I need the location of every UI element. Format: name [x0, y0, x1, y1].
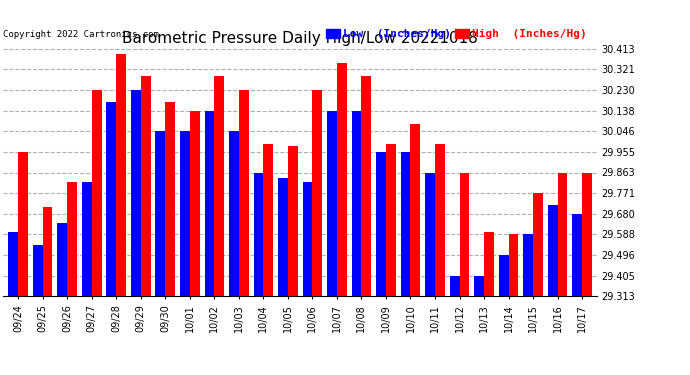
- Bar: [303, 182, 313, 296]
- Bar: [337, 63, 347, 296]
- Bar: [411, 124, 420, 296]
- Text: Copyright 2022 Cartronics.com: Copyright 2022 Cartronics.com: [3, 30, 159, 39]
- Bar: [155, 131, 166, 296]
- Bar: [57, 223, 67, 296]
- Bar: [582, 172, 592, 296]
- Bar: [523, 234, 533, 296]
- Bar: [313, 90, 322, 296]
- Bar: [533, 193, 543, 296]
- Bar: [239, 90, 248, 296]
- Bar: [180, 131, 190, 296]
- Bar: [82, 182, 92, 296]
- Title: Barometric Pressure Daily High/Low 20221018: Barometric Pressure Daily High/Low 20221…: [122, 31, 478, 46]
- Bar: [558, 172, 567, 296]
- Bar: [229, 131, 239, 296]
- Bar: [376, 152, 386, 296]
- Bar: [8, 232, 18, 296]
- Bar: [215, 76, 224, 296]
- Bar: [190, 111, 199, 296]
- Bar: [141, 76, 150, 296]
- Bar: [92, 90, 101, 296]
- Bar: [352, 111, 362, 296]
- Bar: [131, 90, 141, 296]
- Bar: [264, 144, 273, 296]
- Bar: [362, 76, 371, 296]
- Bar: [548, 205, 558, 296]
- Bar: [509, 234, 518, 296]
- Bar: [425, 172, 435, 296]
- Bar: [278, 178, 288, 296]
- Bar: [166, 102, 175, 296]
- Bar: [204, 111, 215, 296]
- Bar: [18, 152, 28, 296]
- Bar: [450, 276, 460, 296]
- Legend: Low  (Inches/Hg), High  (Inches/Hg): Low (Inches/Hg), High (Inches/Hg): [322, 25, 591, 44]
- Bar: [484, 232, 494, 296]
- Bar: [386, 144, 396, 296]
- Bar: [474, 276, 484, 296]
- Bar: [572, 214, 582, 296]
- Bar: [116, 54, 126, 296]
- Bar: [499, 255, 509, 296]
- Bar: [67, 182, 77, 296]
- Bar: [288, 146, 297, 296]
- Bar: [435, 144, 445, 296]
- Bar: [43, 207, 52, 296]
- Bar: [460, 172, 469, 296]
- Bar: [401, 152, 411, 296]
- Bar: [106, 102, 116, 296]
- Bar: [327, 111, 337, 296]
- Bar: [33, 245, 43, 296]
- Bar: [253, 172, 264, 296]
